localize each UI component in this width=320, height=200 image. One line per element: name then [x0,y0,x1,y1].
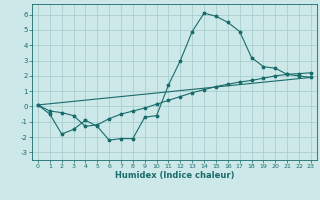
X-axis label: Humidex (Indice chaleur): Humidex (Indice chaleur) [115,171,234,180]
